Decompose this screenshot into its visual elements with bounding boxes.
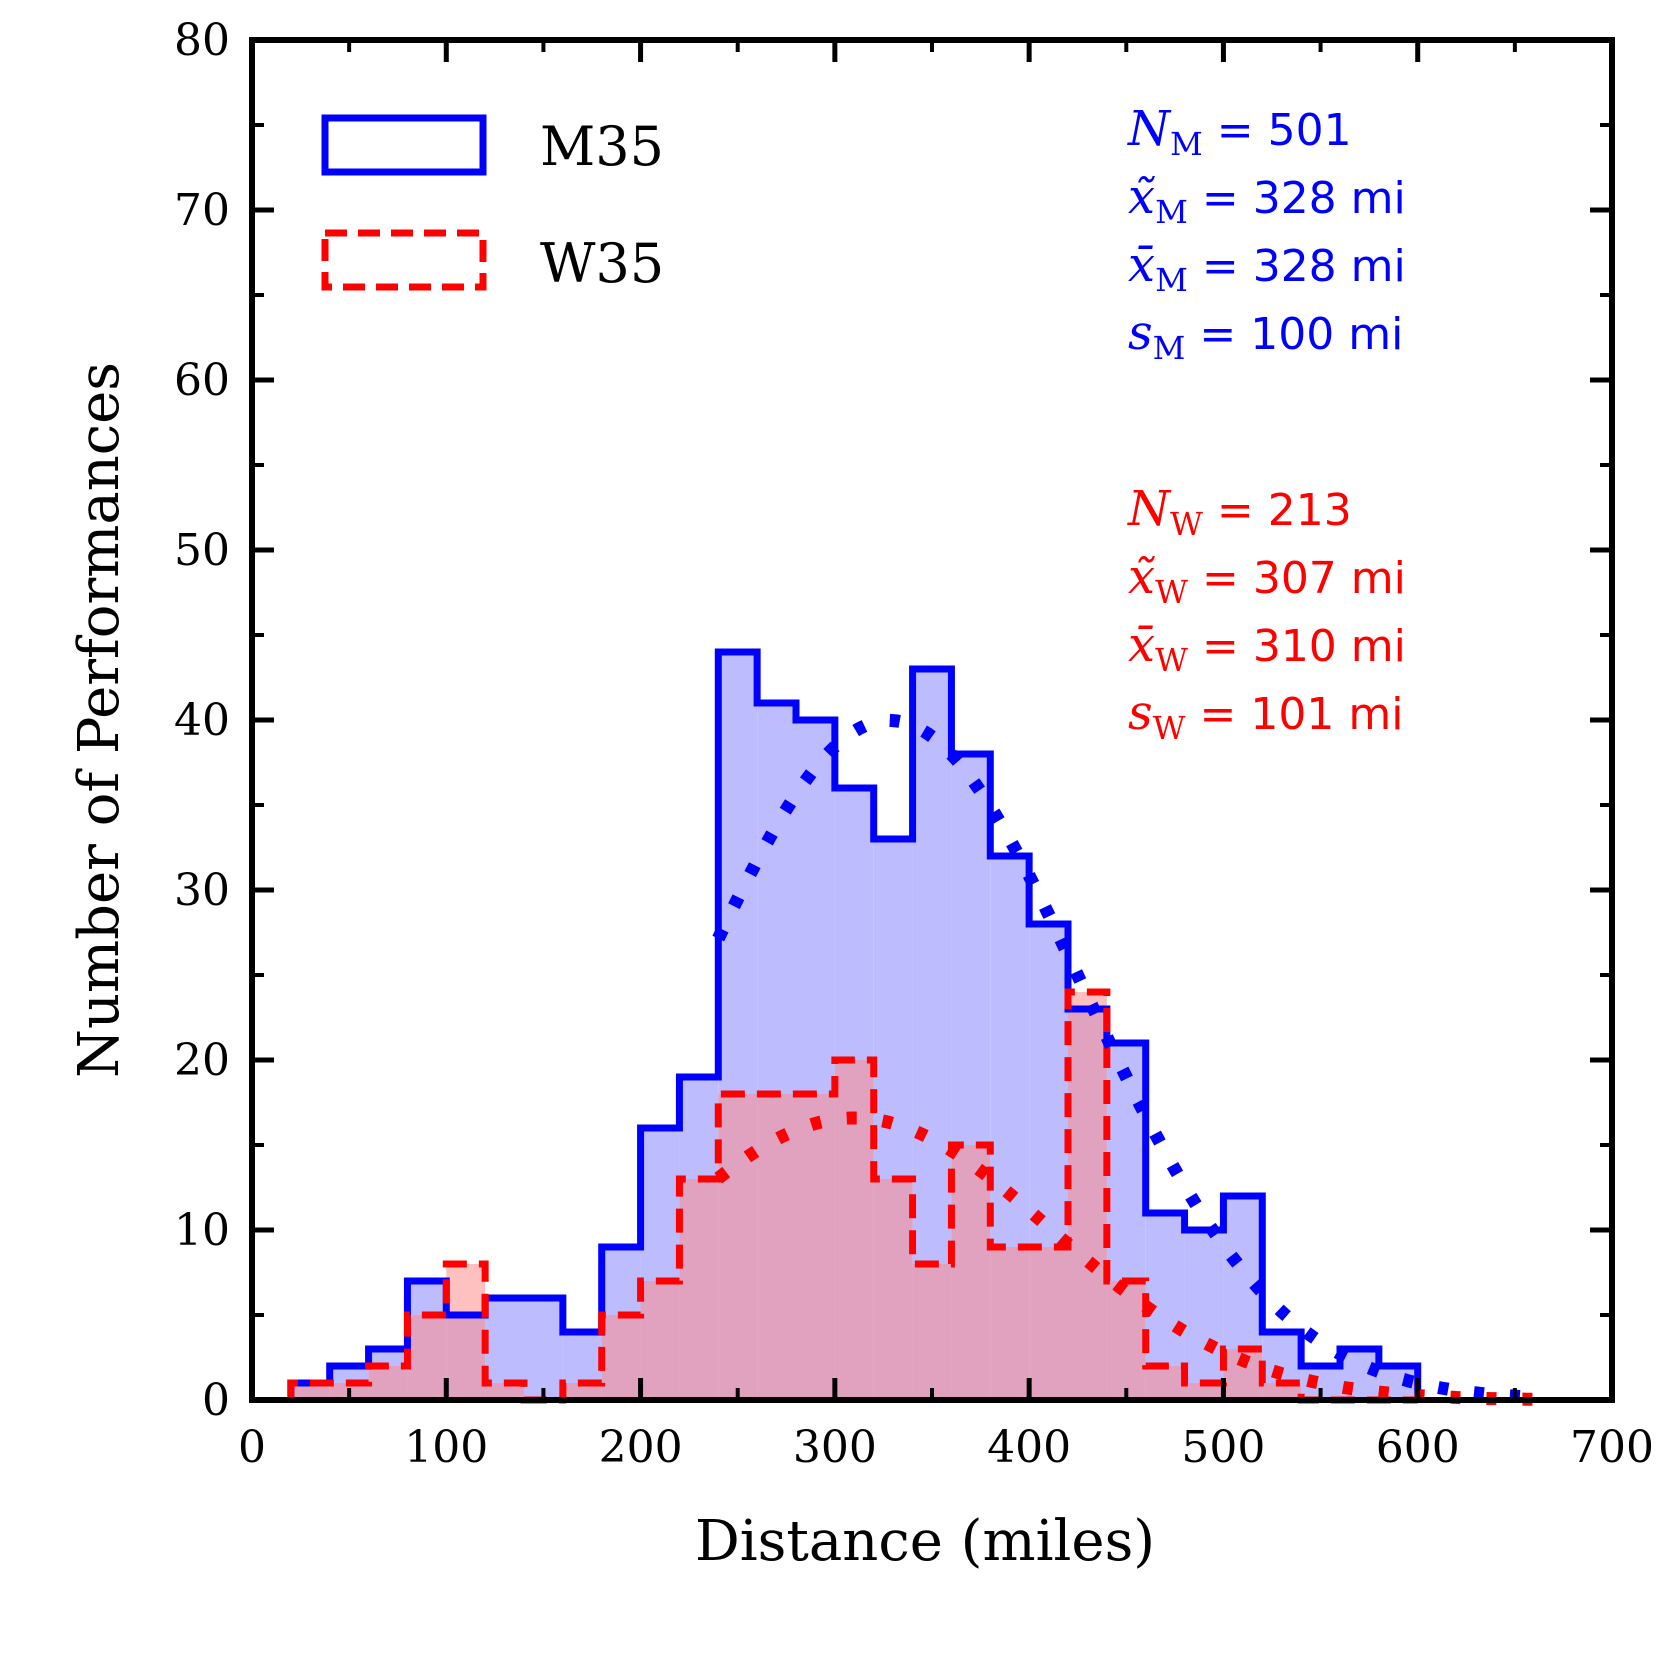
bar-w35-bin-17 bbox=[951, 1145, 991, 1400]
y-tick-label: 20 bbox=[174, 1035, 230, 1086]
bar-w35-bin-18 bbox=[990, 1247, 1030, 1400]
bar-w35-bin-9 bbox=[640, 1281, 680, 1400]
bar-m35-bin-23 bbox=[1184, 1230, 1224, 1400]
y-tick-label: 10 bbox=[174, 1205, 230, 1256]
histogram-fills bbox=[290, 652, 1418, 1400]
y-tick-label: 60 bbox=[174, 355, 230, 406]
outline-m35 bbox=[287, 648, 1422, 1400]
y-axis-title: Number of Performances bbox=[67, 362, 132, 1078]
bar-w35-bin-19 bbox=[1029, 1247, 1068, 1400]
stat-line-w-3: sW = 101 mi bbox=[1128, 685, 1403, 747]
axes: 0 100 200 300 400 500 600 700 0 10 20 30 40 50 60 70 80 bbox=[174, 15, 1654, 1473]
x-axis-title: Distance (miles) bbox=[695, 1509, 1155, 1574]
y-tick-label: 50 bbox=[174, 525, 230, 576]
bar-w35-bin-0 bbox=[290, 1383, 330, 1400]
y-tick-label: 70 bbox=[174, 185, 230, 236]
x-tick-label: 100 bbox=[404, 1422, 488, 1473]
bar-w35-bin-5 bbox=[485, 1383, 524, 1400]
fit-curve-m35 bbox=[712, 713, 1535, 1404]
legend-swatch-m35 bbox=[321, 114, 487, 176]
bar-w35-bin-3 bbox=[407, 1315, 447, 1400]
bar-w35-bin-21 bbox=[1106, 1281, 1146, 1400]
bar-m35-bin-6 bbox=[524, 1298, 563, 1400]
y-tick-label: 40 bbox=[174, 695, 230, 746]
bar-w35-bin-12 bbox=[757, 1094, 796, 1400]
histogram-outlines bbox=[287, 648, 1422, 1404]
x-tick-label: 0 bbox=[238, 1422, 266, 1473]
bar-w35-bin-13 bbox=[796, 1094, 835, 1400]
bar-w35-bin-4 bbox=[446, 1264, 486, 1400]
stat-line-m-2: x̄M = 328 mi bbox=[1128, 237, 1406, 299]
x-tick-label: 300 bbox=[793, 1422, 877, 1473]
x-tick-label: 600 bbox=[1376, 1422, 1460, 1473]
bar-w35-bin-23 bbox=[1184, 1383, 1224, 1400]
bar-w35-bin-22 bbox=[1145, 1366, 1185, 1400]
legend: M35 W35 bbox=[321, 114, 664, 295]
x-tick-label: 500 bbox=[1181, 1422, 1265, 1473]
bar-w35-bin-14 bbox=[834, 1060, 874, 1400]
normal-fit-curves bbox=[712, 713, 1535, 1406]
stat-line-w-1: x̃W = 307 mi bbox=[1128, 549, 1406, 611]
legend-label-w35: W35 bbox=[540, 232, 664, 295]
y-tick-label: 30 bbox=[174, 865, 230, 916]
bar-w35-bin-25 bbox=[1262, 1383, 1302, 1400]
bar-w35-bin-7 bbox=[562, 1383, 602, 1400]
bar-w35-bin-16 bbox=[912, 1264, 952, 1400]
outline-w35 bbox=[287, 988, 1418, 1404]
x-tick-label: 700 bbox=[1570, 1422, 1654, 1473]
bar-w35-bin-8 bbox=[601, 1315, 641, 1400]
bar-w35-bin-20 bbox=[1068, 992, 1107, 1400]
bar-w35-bin-10 bbox=[679, 1179, 719, 1400]
bar-w35-bin-15 bbox=[873, 1179, 913, 1400]
legend-label-m35: M35 bbox=[540, 115, 664, 178]
stat-line-m-3: sM = 100 mi bbox=[1128, 305, 1403, 367]
stat-line-m-1: x̃M = 328 mi bbox=[1128, 169, 1406, 231]
fit-curve-w35 bbox=[714, 1111, 1535, 1406]
stat-line-w-0: NW = 213 bbox=[1127, 481, 1352, 543]
legend-swatch-w35 bbox=[321, 229, 487, 291]
bar-w35-bin-2 bbox=[368, 1366, 408, 1400]
y-tick-label: 0 bbox=[202, 1375, 230, 1426]
stat-line-m-0: NM = 501 bbox=[1127, 101, 1352, 163]
stat-line-w-2: x̄W = 310 mi bbox=[1128, 617, 1406, 679]
x-tick-label: 200 bbox=[599, 1422, 683, 1473]
y-tick-label: 80 bbox=[174, 15, 230, 66]
bar-w35-bin-11 bbox=[718, 1094, 758, 1400]
x-tick-label: 400 bbox=[987, 1422, 1071, 1473]
